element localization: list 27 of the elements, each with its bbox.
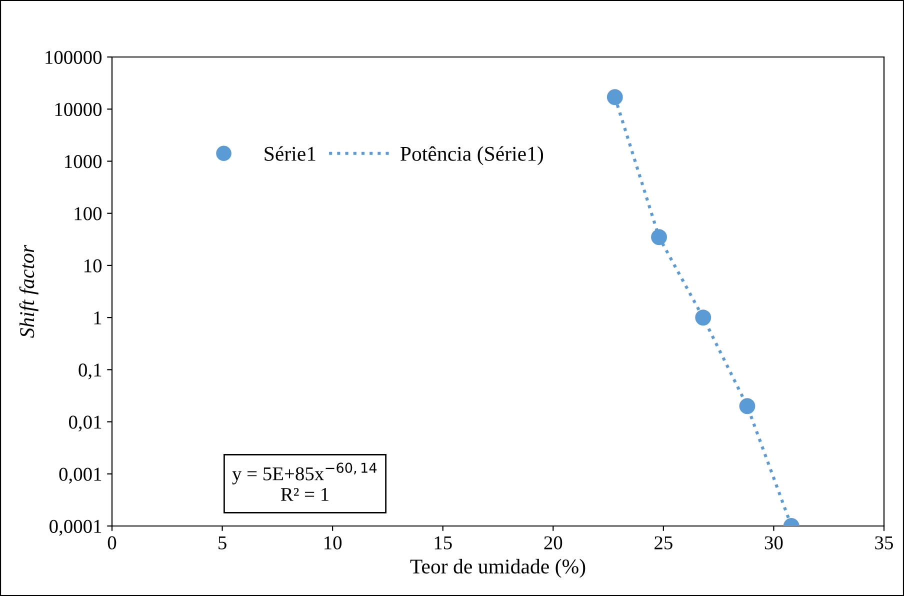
point (695, 310, 712, 326)
legend-label: Série1 (264, 146, 316, 161)
y-tick-label: 1 (94, 311, 102, 324)
y-tick-label: 100 (74, 207, 102, 220)
y-tick-label: 0,001 (59, 468, 102, 484)
y-axis-title: Shift factor (19, 244, 38, 338)
y-tick-label: 0,01 (68, 416, 102, 432)
y-tick-label: 1000 (65, 155, 102, 168)
x-tick-label: 35 (875, 536, 893, 550)
point (739, 398, 756, 414)
point (606, 89, 623, 106)
legend-label: Potência (Série1) (400, 146, 544, 166)
y-tick-label: 0,0001 (50, 520, 102, 536)
x-tick-label: 5 (218, 536, 226, 550)
x-tick-label: 10 (324, 536, 342, 550)
x-tick-label: 25 (654, 536, 672, 550)
y-tick-label: 10000 (55, 102, 102, 116)
annotation: y = 5E+85x$^{−60,14}$ R² = 1 (232, 462, 377, 501)
y-tick-label: 0,1 (78, 363, 102, 380)
x-tick-label: 15 (434, 536, 452, 550)
y-tick-label: 10 (84, 259, 102, 272)
y-tick-label: 100000 (46, 50, 102, 64)
point (651, 229, 667, 246)
x-axis-title: Teor de umidade (%) (410, 558, 586, 578)
x-tick-label: 0 (108, 536, 116, 550)
x-tick-label: 20 (544, 536, 562, 550)
x-tick-label: 30 (764, 536, 783, 550)
